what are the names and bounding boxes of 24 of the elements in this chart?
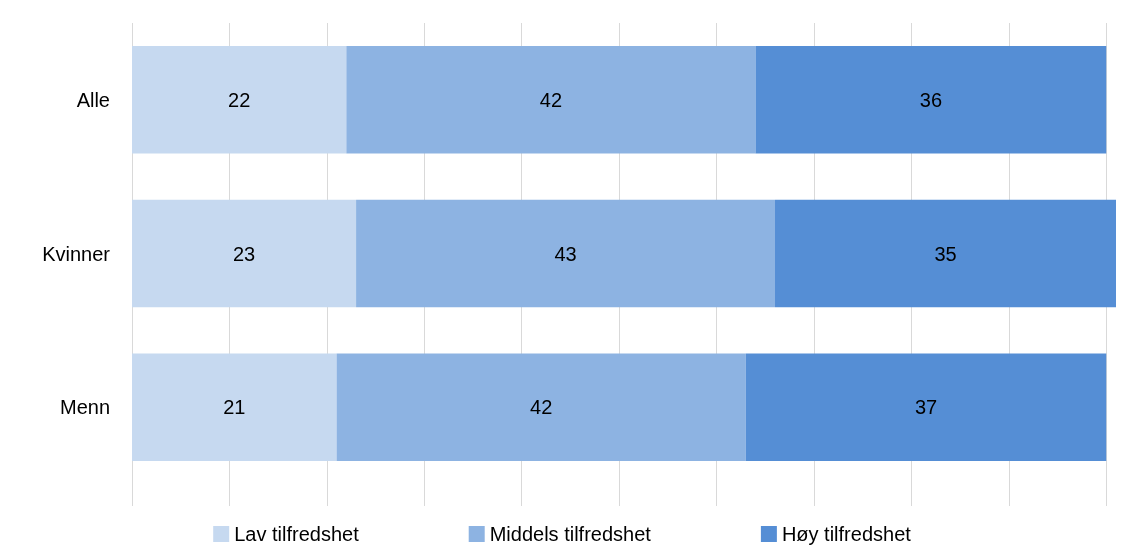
- bar: [132, 353, 337, 461]
- bar: [775, 199, 1116, 308]
- bar: [755, 46, 1107, 154]
- legend-label: Høy tilfredshet: [781, 523, 912, 545]
- data-label: 21: [223, 396, 246, 419]
- bar: [336, 353, 746, 461]
- data-label: 22: [228, 88, 251, 111]
- data-label: 42: [530, 396, 553, 419]
- data-label: 42: [539, 88, 563, 111]
- bar: [132, 46, 347, 154]
- bar: [745, 353, 1107, 461]
- bar: [132, 199, 357, 308]
- bar: [356, 199, 776, 308]
- bar: [346, 46, 756, 154]
- y-tick-label: Alle: [76, 88, 110, 111]
- data-label: 23: [232, 242, 256, 265]
- y-tick-label: Kvinner: [42, 242, 111, 265]
- y-tick-label: Menn: [59, 396, 110, 419]
- data-label: 37: [914, 396, 938, 419]
- legend-label: Middels tilfredshet: [489, 523, 652, 545]
- data-label: 43: [554, 242, 577, 265]
- data-label: 35: [934, 242, 957, 265]
- legend-label: Lav tilfredshet: [234, 523, 360, 545]
- data-label: 36: [919, 88, 943, 111]
